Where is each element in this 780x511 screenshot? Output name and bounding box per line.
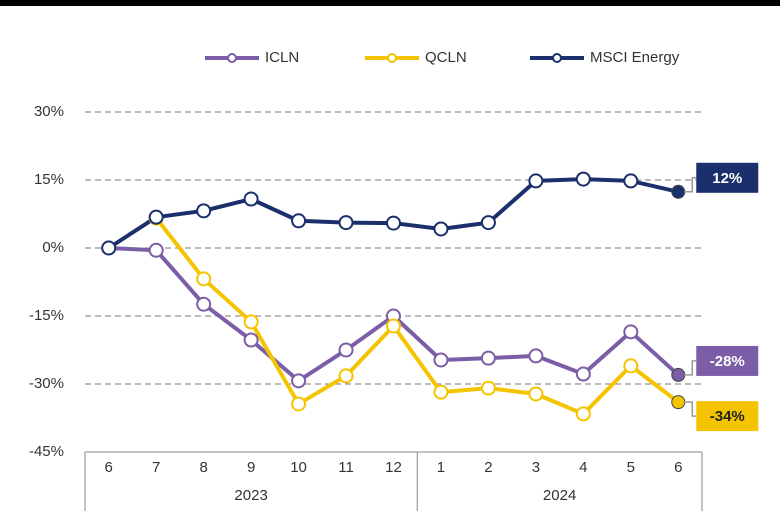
data-point <box>623 324 639 340</box>
data-point <box>433 352 449 368</box>
data-point <box>528 348 544 364</box>
leader-line <box>684 360 697 376</box>
legend-label: ICLN <box>265 49 299 66</box>
data-point <box>291 396 307 412</box>
top-bar <box>0 0 780 6</box>
x-tick-label: 11 <box>338 459 354 476</box>
data-point <box>671 367 686 382</box>
data-point <box>386 215 401 231</box>
legend-marker <box>387 53 397 63</box>
series-line <box>107 177 679 250</box>
data-point <box>575 171 591 187</box>
data-point <box>433 221 449 237</box>
y-tick-label: -45% <box>29 443 64 460</box>
x-tick-label: 7 <box>152 459 160 476</box>
x-tick-label: 12 <box>385 459 402 476</box>
y-tick-label: -30% <box>29 375 64 392</box>
data-point <box>338 368 354 384</box>
data-point <box>101 240 117 256</box>
data-point <box>528 386 544 402</box>
end-label: 12% <box>712 170 742 187</box>
data-point <box>671 395 686 410</box>
data-point <box>623 358 639 374</box>
series-line <box>154 216 680 416</box>
x-tick-label: 5 <box>627 459 635 476</box>
x-tick-label: 9 <box>247 459 255 476</box>
data-point <box>575 406 591 422</box>
data-point <box>243 332 259 348</box>
data-point <box>196 203 212 219</box>
x-tick-label: 2 <box>484 459 492 476</box>
data-point <box>243 191 259 207</box>
x-tick-label: 8 <box>199 459 207 476</box>
data-point <box>148 242 164 258</box>
data-point <box>480 350 496 366</box>
x-group-label: 2023 <box>234 487 267 504</box>
data-point <box>386 318 401 334</box>
x-tick-label: 6 <box>105 459 113 476</box>
legend-marker <box>552 53 562 63</box>
end-label: -34% <box>710 408 745 425</box>
data-point <box>480 380 496 396</box>
data-point <box>528 173 544 189</box>
y-tick-label: 30% <box>34 103 64 120</box>
data-point <box>575 366 591 382</box>
data-point <box>338 215 354 231</box>
data-point <box>480 215 496 231</box>
y-tick-label: -15% <box>29 307 64 324</box>
legend-label: QCLN <box>425 49 467 66</box>
leader-line <box>684 177 697 193</box>
end-label: -28% <box>710 353 745 370</box>
end-label-box <box>696 401 759 432</box>
data-point <box>433 384 449 400</box>
data-point <box>623 173 639 189</box>
data-point <box>291 213 307 229</box>
y-tick-label: 0% <box>42 239 64 256</box>
y-tick-label: 15% <box>34 171 64 188</box>
legend-marker <box>227 53 237 63</box>
x-group-label: 2024 <box>543 487 576 504</box>
x-tick-label: 6 <box>674 459 682 476</box>
x-tick-label: 4 <box>579 459 587 476</box>
leader-line <box>684 401 697 417</box>
x-tick-label: 1 <box>437 459 445 476</box>
end-label-box <box>696 345 759 376</box>
data-point <box>148 209 164 225</box>
data-point <box>671 184 686 199</box>
legend-label: MSCI Energy <box>590 49 680 66</box>
data-point <box>196 296 212 312</box>
data-point <box>196 271 212 287</box>
x-tick-label: 3 <box>532 459 540 476</box>
end-label-box <box>696 162 759 193</box>
data-point <box>291 373 307 389</box>
data-point <box>243 314 259 330</box>
data-point <box>338 342 354 358</box>
x-tick-label: 10 <box>290 459 307 476</box>
